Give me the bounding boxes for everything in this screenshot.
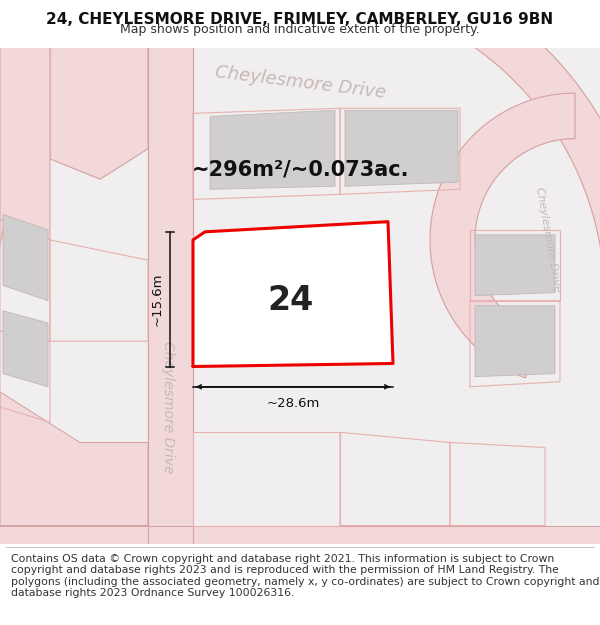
Polygon shape xyxy=(0,392,148,526)
Polygon shape xyxy=(475,306,555,377)
Polygon shape xyxy=(0,0,600,274)
Text: Contains OS data © Crown copyright and database right 2021. This information is : Contains OS data © Crown copyright and d… xyxy=(11,554,599,598)
Text: 24, CHEYLESMORE DRIVE, FRIMLEY, CAMBERLEY, GU16 9BN: 24, CHEYLESMORE DRIVE, FRIMLEY, CAMBERLE… xyxy=(46,12,554,27)
Text: Map shows position and indicative extent of the property.: Map shows position and indicative extent… xyxy=(120,22,480,36)
Polygon shape xyxy=(193,222,393,366)
Text: Cheylesmore Drive: Cheylesmore Drive xyxy=(161,341,175,473)
Polygon shape xyxy=(0,48,50,240)
Polygon shape xyxy=(50,48,148,179)
Polygon shape xyxy=(345,110,458,186)
Text: ~296m²/~0.073ac.: ~296m²/~0.073ac. xyxy=(191,159,409,179)
Bar xyxy=(148,48,193,544)
Polygon shape xyxy=(3,214,48,301)
Text: ~28.6m: ~28.6m xyxy=(266,397,320,410)
Polygon shape xyxy=(475,235,555,296)
Polygon shape xyxy=(430,93,575,378)
Text: Cheylesmore Drive: Cheylesmore Drive xyxy=(214,64,386,102)
Text: Cheylesmore Drive: Cheylesmore Drive xyxy=(534,187,562,293)
Bar xyxy=(0,526,600,544)
Text: ~15.6m: ~15.6m xyxy=(151,272,164,326)
Polygon shape xyxy=(210,110,335,189)
Text: 24: 24 xyxy=(267,284,313,318)
Polygon shape xyxy=(3,311,48,387)
